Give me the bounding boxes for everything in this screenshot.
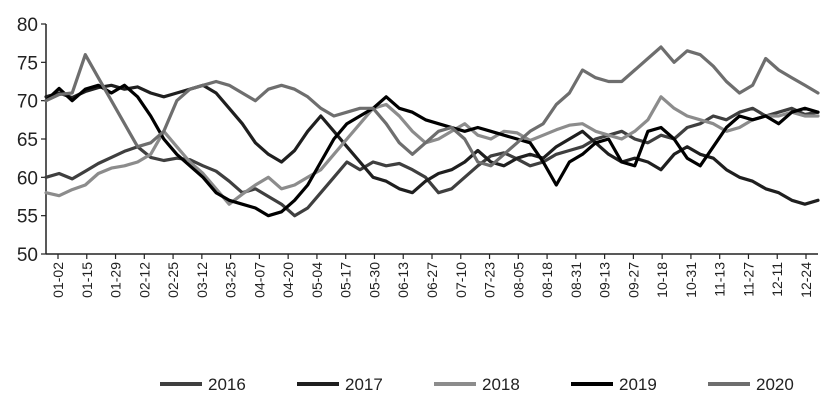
legend-label-2018: 2018 (482, 375, 520, 394)
legend-label-2017: 2017 (345, 375, 383, 394)
x-tick-label: 04-20 (280, 262, 296, 298)
x-tick-label: 01-29 (108, 262, 124, 298)
x-tick-label: 11-27 (740, 262, 756, 297)
y-tick-label: 80 (17, 15, 38, 36)
x-tick-label: 04-07 (251, 262, 267, 298)
x-tick-label: 12-24 (798, 262, 814, 298)
y-tick-label: 50 (17, 245, 38, 266)
series-line-2018 (44, 95, 820, 206)
series-layer (44, 45, 820, 218)
x-tick-label: 09-13 (597, 262, 613, 298)
x-tick-label: 02-25 (165, 262, 181, 298)
series-line-2019 (44, 83, 820, 218)
x-tick-label: 05-17 (338, 262, 354, 298)
x-tick-label: 03-12 (194, 262, 210, 298)
x-tick-label: 01-02 (50, 262, 66, 298)
legend-label-2019: 2019 (619, 375, 657, 394)
legend-label-2020: 2020 (756, 375, 794, 394)
legend: 2016 2017 2018 2019 2020 (160, 375, 794, 394)
x-tick-label: 07-10 (453, 262, 469, 298)
series-line-2020 (44, 45, 820, 168)
x-tick-label: 06-27 (424, 262, 440, 298)
x-tick-label: 05-04 (309, 262, 325, 298)
x-tick-label: 07-23 (482, 262, 498, 298)
x-tick-label: 10-18 (654, 262, 670, 298)
y-tick-label: 60 (17, 168, 38, 189)
x-tick-label: 08-18 (539, 262, 555, 298)
x-tick-label: 12-11 (769, 262, 785, 297)
x-tick-label: 01-15 (79, 262, 95, 298)
x-tick-label: 08-05 (510, 262, 526, 298)
legend-label-2016: 2016 (208, 375, 246, 394)
series-line-2016 (44, 106, 820, 218)
x-tick-label: 08-31 (568, 262, 584, 298)
y-tick-label: 55 (17, 207, 38, 228)
x-tick-label: 10-31 (683, 262, 699, 298)
y-tick-label: 75 (17, 53, 38, 74)
x-tick-label: 06-13 (395, 262, 411, 298)
series-line-2017 (44, 83, 820, 206)
x-tick-label: 11-13 (712, 262, 728, 297)
x-tick-label: 09-27 (625, 262, 641, 298)
x-tick-label: 03-25 (223, 262, 239, 298)
y-tick-label: 70 (17, 92, 38, 113)
y-tick-label: 65 (17, 130, 38, 151)
x-tick-label: 02-12 (136, 262, 152, 298)
x-tick-label: 05-30 (366, 262, 382, 298)
axes: 50 55 60 65 70 75 80 01-02 01-15 01-29 02-12 02-25 0… (17, 15, 818, 298)
